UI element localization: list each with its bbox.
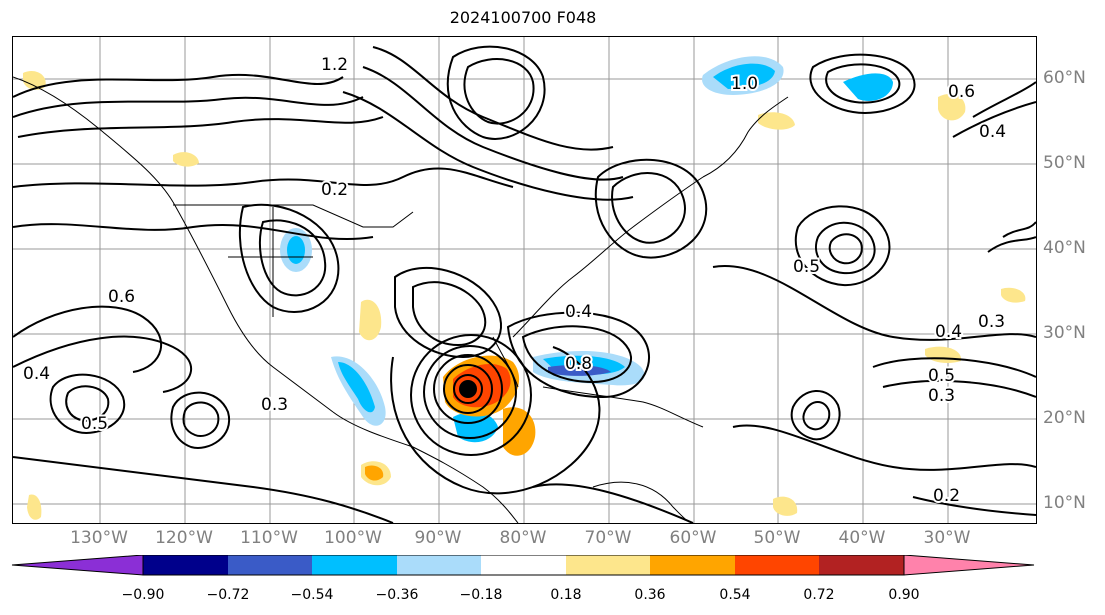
contour-label: 0.2 [933, 486, 960, 506]
lon-label: 80°W [499, 528, 547, 548]
lat-label: 30°N [1043, 323, 1086, 343]
contour-label: 0.5 [928, 366, 955, 386]
contour-label: 0.8 [565, 354, 592, 374]
lon-label: 40°W [838, 528, 886, 548]
contour-label: 0.4 [935, 322, 962, 342]
colorbar-segment [228, 555, 312, 575]
colorbar-extend-left [11, 555, 144, 576]
colorbar-extend-right [903, 555, 1035, 576]
contour-label: 1.2 [321, 55, 348, 75]
contour-label: 0.3 [978, 312, 1005, 332]
lon-label: 120°W [155, 528, 213, 548]
colorbar-tick: −0.18 [459, 587, 503, 603]
colorbar-tick: 0.72 [803, 587, 835, 603]
colorbar-segment [143, 555, 228, 575]
colorbar-tick: 0.54 [719, 587, 751, 603]
colorbar-segment [312, 555, 397, 575]
contour-label: 1.0 [731, 74, 758, 94]
contour-label: 0.3 [261, 395, 288, 415]
lon-label: 70°W [584, 528, 632, 548]
storm-center-marker [459, 380, 477, 398]
coastlines [13, 76, 789, 523]
lon-label: 100°W [324, 528, 382, 548]
contour-label: 0.6 [108, 287, 135, 307]
lat-label: 20°N [1043, 408, 1086, 428]
lon-label: 30°W [923, 528, 971, 548]
colorbar-tick: −0.54 [290, 587, 334, 603]
colorbar-segment [397, 555, 481, 575]
contour-label: 0.2 [321, 180, 348, 200]
lon-label: 130°W [70, 528, 128, 548]
colorbar [11, 555, 1035, 576]
lon-label: 90°W [414, 528, 462, 548]
lon-label: 50°W [753, 528, 801, 548]
contour-label: 0.4 [565, 302, 592, 322]
colorbar-tick: −0.90 [121, 587, 165, 603]
anomaly-shading [23, 56, 1026, 520]
colorbar-segment [566, 555, 650, 575]
contour-lines [13, 45, 1036, 523]
contour-label: 0.5 [81, 414, 108, 434]
lat-label: 50°N [1043, 153, 1086, 173]
colorbar-segment [481, 555, 566, 575]
contour-label-layer: 1.2 0.2 0.6 0.4 0.5 0.3 0.4 1.0 0.6 0.4 … [21, 53, 1008, 508]
colorbar-tick: 0.90 [888, 587, 920, 603]
lat-label: 10°N [1043, 493, 1086, 513]
map-canvas: 1.2 0.2 0.6 0.4 0.5 0.3 0.4 1.0 0.6 0.4 … [13, 37, 1036, 523]
colorbar-segment [735, 555, 819, 575]
map-title: 2024100700 F048 [449, 8, 597, 27]
colorbar-tick: −0.72 [206, 587, 250, 603]
map-frame: 1.2 0.2 0.6 0.4 0.5 0.3 0.4 1.0 0.6 0.4 … [12, 36, 1037, 524]
lon-label: 110°W [240, 528, 298, 548]
colorbar-tick: 0.36 [634, 587, 666, 603]
lon-label: 60°W [669, 528, 717, 548]
colorbar-segment [650, 555, 735, 575]
lat-label: 40°N [1043, 238, 1086, 258]
colorbar-tick: 0.18 [550, 587, 582, 603]
contour-label: 0.5 [793, 257, 820, 277]
contour-label: 0.6 [948, 82, 975, 102]
colorbar-tick: −0.36 [375, 587, 419, 603]
contour-label: 0.4 [23, 364, 50, 384]
contour-label: 0.4 [979, 122, 1006, 142]
colorbar-segment [819, 555, 904, 575]
lat-label: 60°N [1043, 68, 1086, 88]
contour-label: 0.3 [928, 386, 955, 406]
